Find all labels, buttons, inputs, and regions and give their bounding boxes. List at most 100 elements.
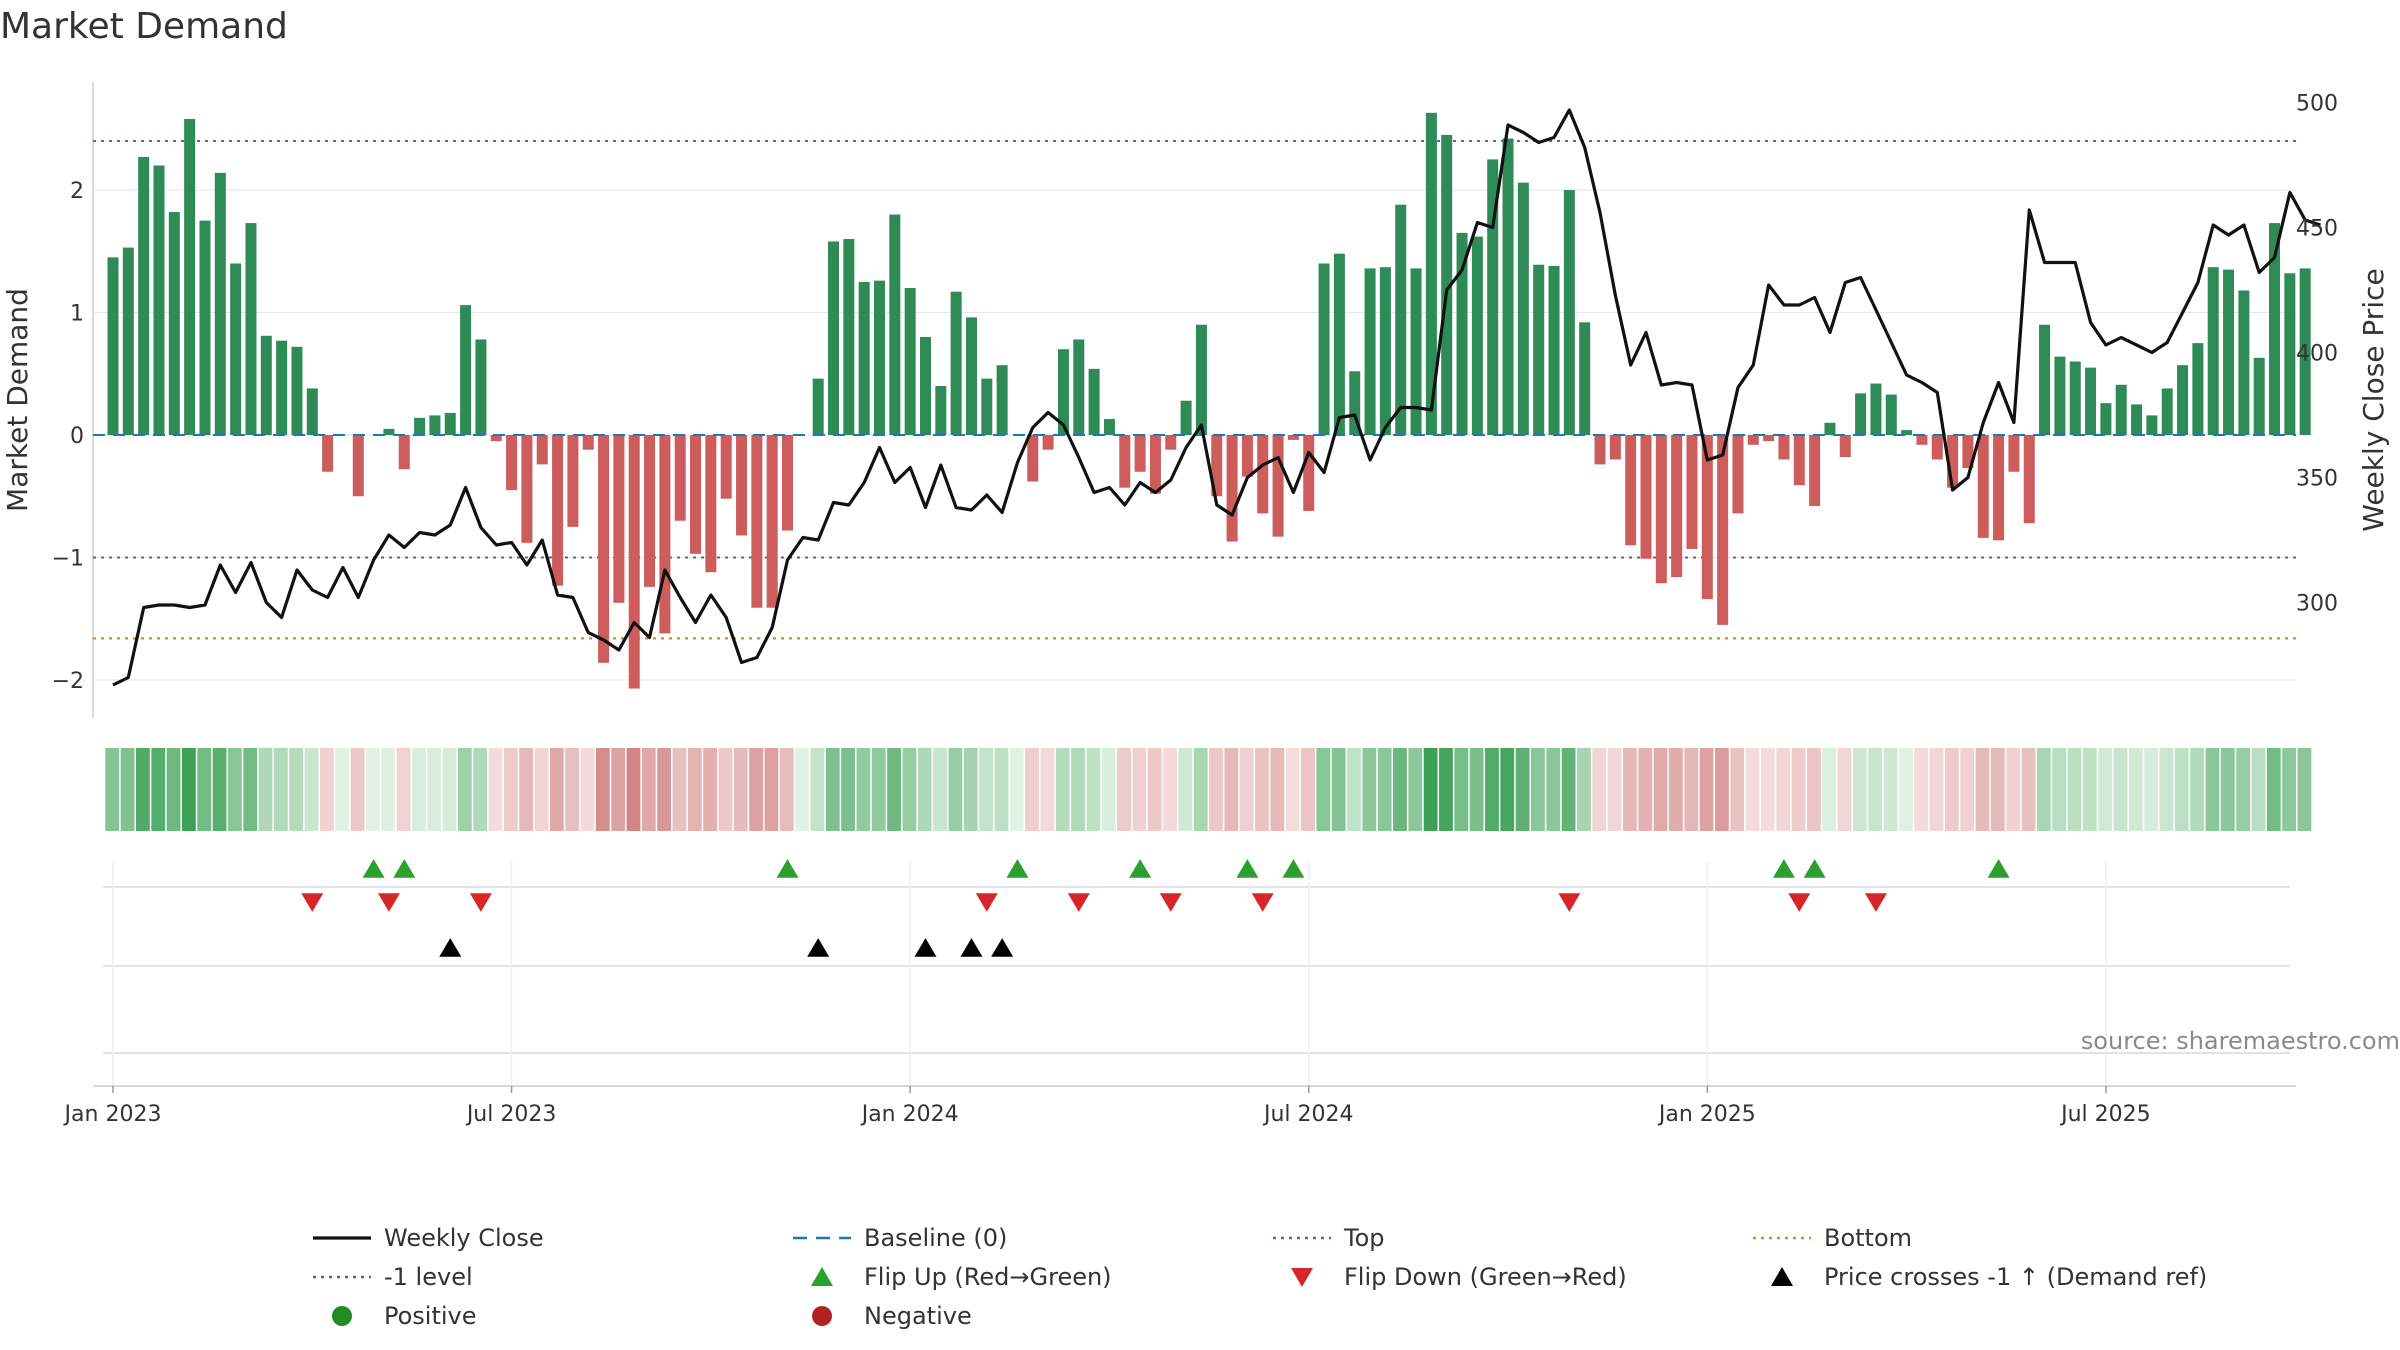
heat-cell	[1071, 748, 1085, 831]
heat-cell	[1791, 748, 1806, 831]
demand-bar-negative	[1257, 435, 1269, 514]
legend-swatch	[811, 1267, 833, 1286]
flip-down-marker	[377, 893, 400, 912]
heat-cell	[1209, 748, 1223, 831]
heat-cell	[1607, 748, 1622, 831]
heat-cell	[2052, 748, 2067, 831]
heat-cell	[764, 748, 779, 831]
demand-bar-positive	[2085, 367, 2097, 435]
heat-cell	[825, 748, 840, 831]
demand-bar-positive	[184, 118, 196, 435]
demand-bar-positive	[1195, 324, 1207, 435]
demand-bar-negative	[1977, 435, 1989, 538]
demand-bar-negative	[1947, 435, 1959, 488]
demand-bar-positive	[2299, 268, 2311, 435]
heat-cell	[1025, 748, 1039, 831]
right-tick-label: 300	[2296, 592, 2338, 617]
heat-cell	[887, 748, 901, 831]
demand-bar-negative	[1763, 435, 1775, 442]
demand-bar-negative	[1119, 435, 1131, 488]
heat-cell	[365, 748, 380, 831]
demand-bar-negative	[1609, 435, 1621, 460]
demand-bar-negative	[1594, 435, 1606, 465]
heat-cell	[795, 748, 810, 831]
demand-bar-positive	[828, 241, 840, 435]
heat-cell	[687, 748, 702, 831]
demand-bar-positive	[138, 156, 150, 436]
demand-bar-negative	[322, 435, 334, 472]
demand-bar-negative	[552, 435, 564, 586]
demand-bar-positive	[230, 263, 242, 435]
demand-bar-negative	[490, 435, 502, 442]
demand-bar-negative	[1134, 435, 1146, 472]
right-tick-label: 350	[2296, 467, 2338, 492]
heat-cell	[120, 748, 135, 831]
demand-bar-negative	[1839, 435, 1851, 458]
heat-cell	[1975, 748, 1990, 831]
demand-bar-positive	[919, 337, 931, 435]
demand-bar-negative	[352, 435, 364, 497]
demand-bar-positive	[1057, 349, 1069, 435]
heat-cell	[503, 748, 518, 831]
demand-bar-positive	[460, 305, 472, 435]
flip-up-marker	[1236, 859, 1259, 878]
flip-up-marker	[393, 859, 416, 878]
heat-cell	[166, 748, 181, 831]
legend-item: Flip Up (Red→Green)	[811, 1263, 1112, 1291]
heat-cell	[2236, 748, 2251, 831]
demand-bar-positive	[812, 378, 824, 435]
heat-cell	[856, 748, 871, 831]
heat-cell	[1301, 748, 1315, 831]
left-tick-label: −2	[52, 669, 84, 694]
demand-bar-negative	[1287, 435, 1299, 440]
legend-swatch	[1771, 1267, 1793, 1286]
demand-bar-positive	[996, 365, 1008, 435]
demand-bar-positive	[2069, 361, 2081, 435]
heat-cell	[1086, 748, 1101, 831]
demand-bar-negative	[536, 435, 548, 465]
demand-bar-negative	[1793, 435, 1805, 486]
flip-up-marker	[1006, 859, 1029, 878]
demand-bar-positive	[1410, 268, 1422, 435]
demand-bar-positive	[153, 165, 165, 435]
demand-bar-positive	[1425, 112, 1437, 435]
demand-bar-negative	[782, 435, 794, 531]
demand-bar-positive	[1563, 190, 1575, 435]
demand-bar-positive	[276, 340, 288, 435]
demand-bar-positive	[306, 388, 318, 435]
heat-cell	[1852, 748, 1867, 831]
flip-down-marker	[1067, 893, 1090, 912]
flip-up-marker	[1987, 859, 2010, 878]
demand-bar-negative	[1732, 435, 1744, 514]
heat-cell	[1730, 748, 1745, 831]
heat-cell	[1883, 748, 1898, 831]
heat-cell	[1439, 748, 1453, 831]
heat-cell	[1423, 748, 1438, 831]
demand-bar-negative	[1655, 435, 1667, 584]
heat-cell	[1009, 748, 1024, 831]
chart-title: Market Demand	[0, 6, 288, 47]
demand-bar-negative	[2023, 435, 2035, 524]
demand-bar-negative	[690, 435, 702, 554]
legend-swatch	[332, 1306, 352, 1326]
demand-bar-positive	[1395, 204, 1407, 435]
heat-cell	[350, 748, 365, 831]
x-tick-label: Jan 2025	[1657, 1102, 1756, 1127]
heat-cell	[227, 748, 242, 831]
flip-down-marker	[1159, 893, 1182, 912]
heat-cell	[1393, 748, 1407, 831]
heat-cell	[2205, 748, 2220, 831]
heat-cell	[2098, 748, 2113, 831]
demand-bar-negative	[1165, 435, 1177, 450]
demand-bar-negative	[1686, 435, 1698, 549]
heat-cell	[2082, 748, 2097, 831]
heat-cell	[304, 748, 319, 831]
heat-cell	[488, 748, 503, 831]
heat-cell	[1408, 748, 1423, 831]
demand-bar-positive	[214, 172, 226, 435]
demand-bar-negative	[613, 435, 625, 603]
demand-bar-positive	[245, 223, 257, 435]
flip-down-marker	[1788, 893, 1811, 912]
heat-cell	[243, 748, 258, 831]
heat-cell	[105, 748, 120, 831]
